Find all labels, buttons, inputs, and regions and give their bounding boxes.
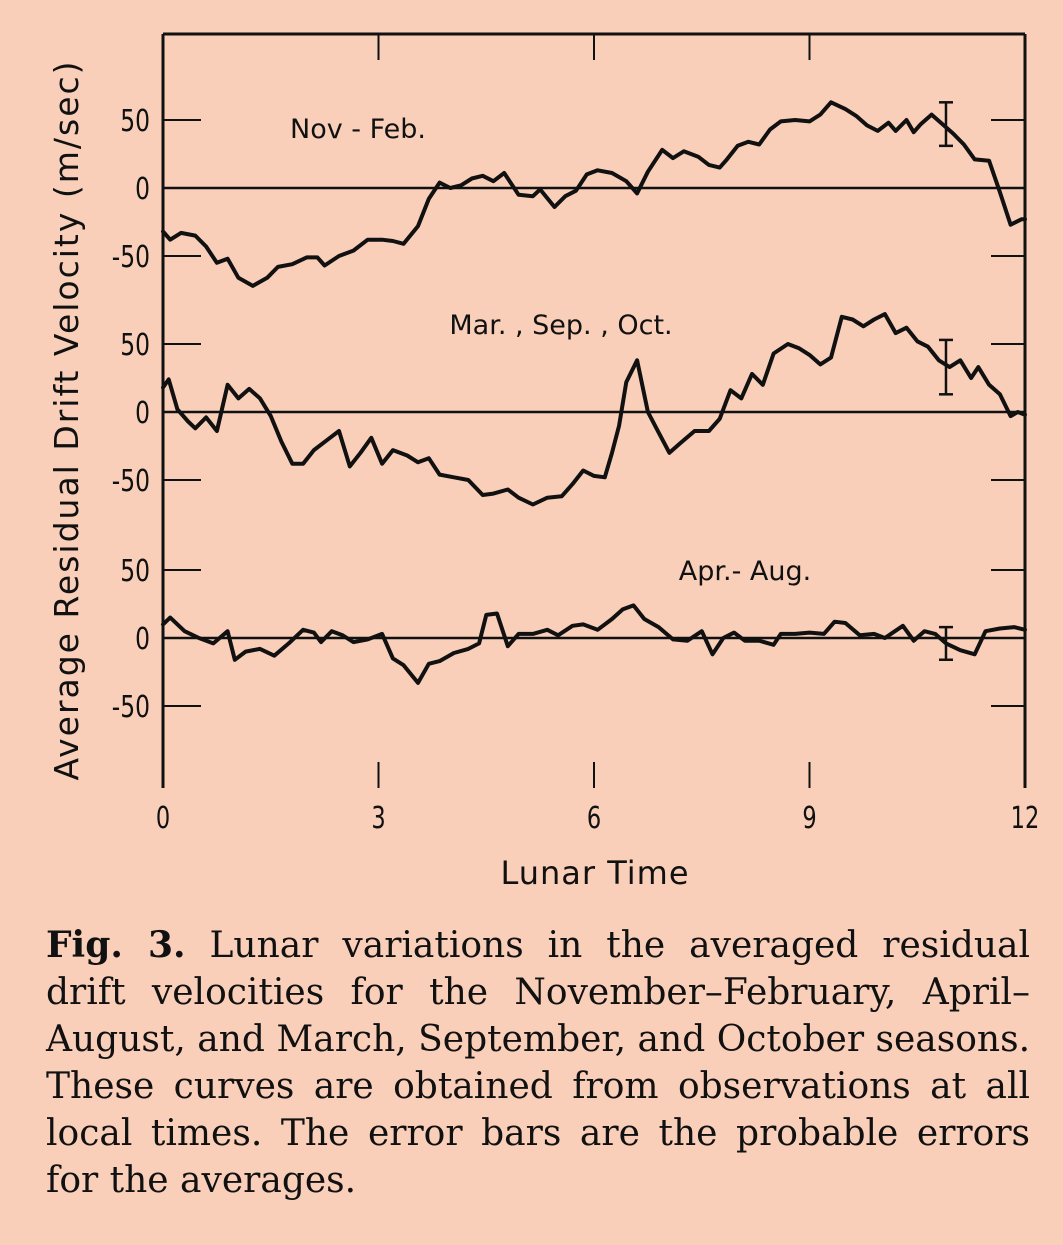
y-tick-label: -50 [112, 690, 150, 725]
panel-label: Apr.- Aug. [679, 556, 811, 587]
x-tick-label: 0 [156, 801, 170, 836]
figure-number: Fig. 3. [46, 924, 186, 966]
x-axis-label: Lunar Time [500, 854, 689, 892]
x-tick-label: 3 [371, 801, 385, 836]
y-tick-label: 0 [135, 172, 150, 207]
caption-text: Lunar variations in the averaged residua… [46, 925, 1031, 1201]
panel-3: 50 0 -50 Apr.- Aug. [112, 554, 1027, 725]
y-axis-label: Average Residual Drift Velocity (m/sec) [47, 59, 86, 780]
y-tick-label: -50 [112, 240, 150, 275]
data-line [161, 603, 1027, 685]
y-tick-label: 0 [135, 396, 150, 431]
y-tick-label: 50 [120, 104, 150, 139]
x-tick-label: 6 [587, 801, 601, 836]
x-tick-label: 9 [802, 801, 816, 836]
figure-caption: Fig. 3. Lunar variations in the averaged… [46, 922, 1030, 1204]
panel-1: 50 0 -50 Nov - Feb. [112, 100, 1027, 288]
drift-velocity-figure: 0 3 6 9 12 50 0 -50 Nov - Feb. 50 0 -50 Mar. , Sep.… [47, 32, 1040, 892]
y-tick-label: 0 [135, 622, 150, 657]
x-tick-label: 12 [1011, 801, 1040, 836]
data-line [161, 100, 1027, 288]
data-line [161, 312, 1027, 507]
y-tick-label: 50 [120, 554, 150, 589]
panel-2: 50 0 -50 Mar. , Sep. , Oct. [112, 310, 1027, 507]
panel-label: Nov - Feb. [290, 114, 426, 145]
y-tick-label: 50 [120, 328, 150, 363]
panel-label: Mar. , Sep. , Oct. [449, 310, 672, 341]
y-tick-label: -50 [112, 464, 150, 499]
